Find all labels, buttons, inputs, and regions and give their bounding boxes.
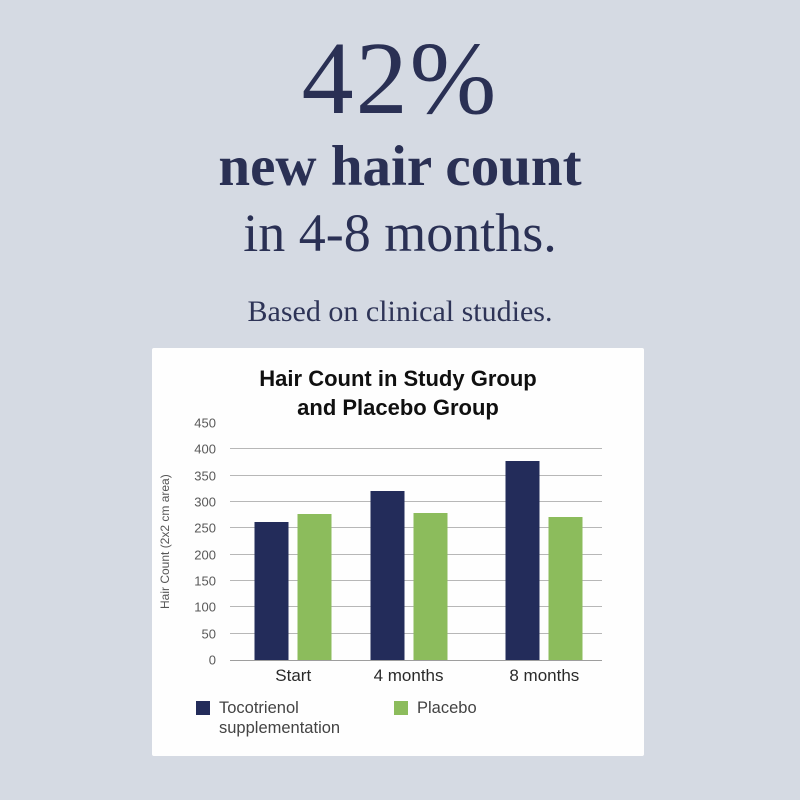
y-axis-ticks: 0 50 100 150 200 250 300 350 400 450	[182, 417, 220, 667]
bar-tocotrienol	[254, 521, 289, 660]
x-tick-label: 8 months	[509, 666, 580, 685]
headline-line2: in 4-8 months.	[243, 202, 557, 263]
legend-label: Placebo	[417, 699, 477, 717]
bar-placebo	[548, 516, 583, 660]
x-tick-label: 4 months	[373, 666, 444, 685]
legend-label: Tocotrienol supplementation	[219, 699, 341, 737]
x-tick-label: Start	[275, 666, 312, 685]
chart-title: Hair Count in Study Group and Placebo Gr…	[152, 365, 644, 422]
gridline	[230, 474, 602, 476]
bar-group-4-months	[370, 423, 448, 660]
legend-entry: Tocotrienol supplementation	[196, 699, 384, 739]
x-axis-labels: Start 4 months 8 months	[230, 667, 602, 689]
chart-title-line1: Hair Count in Study Group	[259, 366, 537, 391]
y-tick-label: 200	[194, 547, 216, 563]
headline-subtext: Based on clinical studies.	[247, 295, 553, 329]
legend-entry: Placebo	[394, 699, 477, 719]
stat-percentage: 42%	[301, 21, 499, 136]
headline-line1: new hair count	[218, 135, 582, 199]
gridline	[230, 501, 602, 503]
headline-block: 42% new hair count in 4-8 months. Based …	[0, 21, 800, 329]
plot-area	[230, 423, 602, 661]
chart-legend: Tocotrienol supplementation Placebo	[152, 699, 644, 749]
y-tick-label: 250	[194, 520, 216, 536]
y-axis-label: Hair Count (2x2 cm area)	[158, 474, 172, 609]
y-tick-label: 300	[194, 494, 216, 510]
bar-placebo	[297, 513, 332, 660]
y-tick-label: 450	[194, 415, 216, 431]
bar-group-start	[254, 423, 332, 660]
y-tick-label: 100	[194, 599, 216, 615]
y-tick-label: 0	[208, 652, 216, 668]
bar-group-8-months	[505, 423, 583, 660]
y-tick-label: 150	[194, 573, 216, 589]
bar-tocotrienol	[370, 491, 405, 660]
legend-swatch-icon	[196, 701, 210, 715]
y-tick-label: 400	[194, 441, 216, 457]
bar-tocotrienol	[505, 460, 540, 660]
chart-title-line2: and Placebo Group	[297, 394, 499, 420]
bar-placebo	[413, 512, 448, 660]
gridline	[230, 448, 602, 450]
y-tick-label: 350	[194, 468, 216, 484]
y-tick-label: 50	[201, 626, 216, 642]
legend-swatch-icon	[394, 701, 408, 715]
chart-panel: Hair Count in Study Group and Placebo Gr…	[152, 348, 644, 756]
